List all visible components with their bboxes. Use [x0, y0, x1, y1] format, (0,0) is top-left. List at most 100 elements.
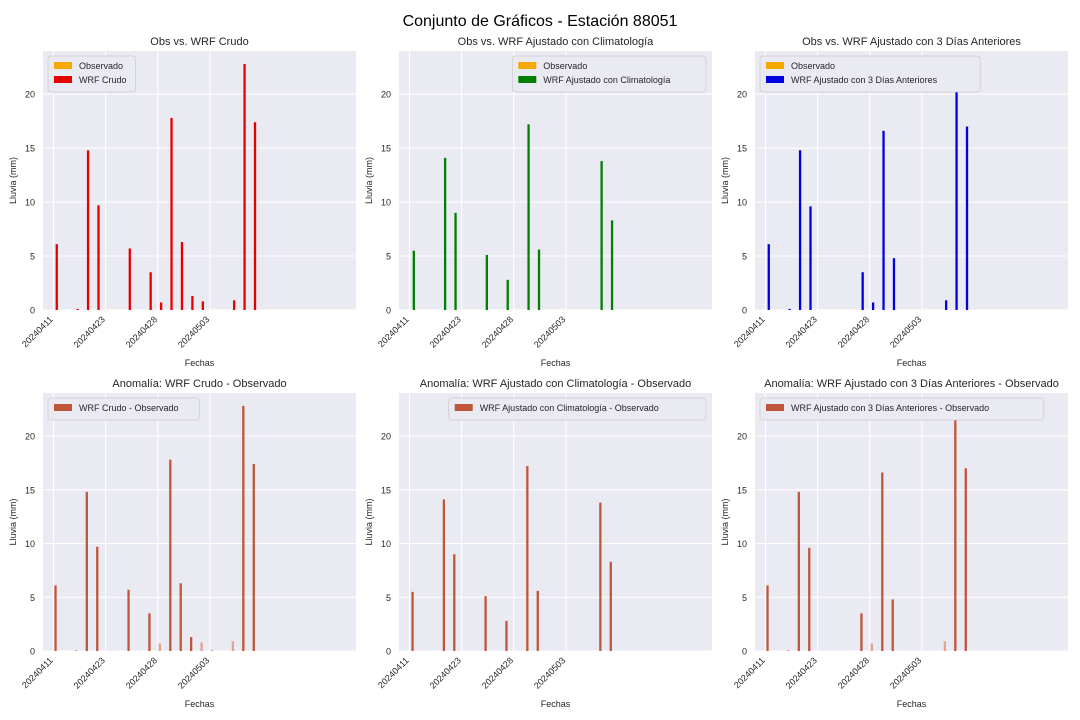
bar: [453, 554, 456, 651]
x-tick-label: 20240411: [376, 655, 411, 690]
bar: [159, 302, 163, 310]
chart-panel-2: 0 5 10 15 20 20240411 20240423 20240428 20240503…: [364, 36, 712, 368]
panel-title: Anomalía: WRF Crudo - Observado: [112, 378, 286, 390]
legend-swatch: [454, 404, 473, 411]
bar: [190, 637, 193, 651]
bar: [149, 272, 152, 310]
x-tick-label: 20240423: [784, 314, 819, 349]
bar: [505, 620, 508, 651]
legend-label: Observado: [79, 61, 123, 71]
bar: [252, 463, 255, 651]
x-tick-label: 20240428: [480, 655, 515, 690]
bar: [96, 546, 99, 651]
legend-swatch: [518, 76, 537, 83]
legend-swatch: [766, 76, 784, 83]
bar: [86, 150, 90, 310]
bar: [788, 308, 791, 310]
bar: [55, 244, 58, 310]
legend: Observado WRF Ajustado con 3 Días Anterio…: [759, 55, 981, 93]
x-tick-label: 20240423: [72, 655, 107, 690]
y-tick-label: 10: [737, 539, 747, 549]
legend-label: WRF Crudo - Observado: [79, 403, 179, 413]
bar: [179, 583, 182, 651]
x-tick-label: 20240503: [888, 655, 923, 690]
chart-panel-1: 0 5 10 15 20 20240411 20240423 20240428 20240503…: [8, 36, 356, 368]
y-axis-label: Lluvia (mm): [364, 157, 374, 204]
chart-panels: 0 5 10 15 20 20240411 20240423 20240428 20240503…: [8, 36, 1068, 709]
legend-box: [448, 397, 707, 421]
bar: [943, 641, 947, 651]
x-tick-label: 20240423: [428, 655, 463, 690]
y-tick-label: 15: [381, 144, 391, 154]
bar: [158, 643, 162, 651]
y-tick-label: 20: [381, 90, 391, 100]
x-tick-label: 20240411: [732, 655, 767, 690]
bar: [506, 279, 509, 310]
bar: [484, 596, 487, 651]
legend-label: Observado: [791, 61, 835, 71]
x-axis-label: Fechas: [897, 699, 927, 709]
bar: [169, 459, 172, 651]
y-tick-label: 0: [386, 647, 391, 657]
bar: [860, 613, 863, 651]
bar: [243, 63, 246, 311]
bar: [253, 122, 257, 310]
x-tick-label: 20240428: [124, 655, 159, 690]
legend-swatch: [54, 76, 72, 83]
bar: [527, 124, 530, 310]
legend-label: WRF Ajustado con 3 Días Anteriores - Obs…: [791, 403, 989, 413]
bar: [798, 150, 802, 310]
x-tick-label: 20240411: [732, 314, 767, 349]
bar: [787, 649, 790, 651]
plot-area: [43, 393, 356, 651]
y-tick-label: 10: [381, 539, 391, 549]
chart-panel-6: 0 5 10 15 20 20240411 20240423 20240428 20240503…: [720, 378, 1068, 709]
plot-area: [755, 393, 1068, 651]
bar: [809, 206, 812, 310]
legend-label: WRF Ajustado con 3 Días Anteriores: [791, 75, 938, 85]
figure-title: Conjunto de Gráficos - Estación 88051: [403, 13, 678, 30]
y-tick-label: 15: [25, 144, 35, 154]
bar: [454, 212, 457, 310]
x-tick-label: 20240503: [176, 314, 211, 349]
chart-panel-5: 0 5 10 15 20 20240411 20240423 20240428 20240503…: [364, 378, 712, 709]
bar: [127, 589, 130, 651]
bar: [191, 295, 194, 310]
legend-swatch: [518, 62, 537, 69]
y-tick-label: 15: [737, 144, 747, 154]
x-axis-label: Fechas: [541, 699, 571, 709]
bar: [797, 491, 800, 651]
bar: [200, 642, 203, 651]
legend: WRF Ajustado con Climatología - Observad…: [448, 397, 707, 421]
bar: [180, 242, 184, 310]
legend-box: [47, 397, 200, 421]
x-axis-label: Fechas: [897, 358, 927, 368]
legend-box: [759, 55, 981, 93]
y-tick-label: 5: [742, 252, 747, 262]
bar: [881, 472, 884, 651]
x-tick-label: 20240503: [176, 655, 211, 690]
bar: [766, 585, 769, 651]
bar: [955, 62, 958, 310]
legend: WRF Ajustado con 3 Días Anteriores - Obs…: [759, 397, 1045, 421]
y-tick-label: 0: [30, 647, 35, 657]
y-tick-label: 0: [386, 306, 391, 316]
legend-swatch: [766, 62, 784, 69]
plot-area: [399, 393, 712, 651]
bar: [526, 466, 529, 651]
legend: Observado WRF Ajustado con Climatología: [511, 55, 707, 93]
y-axis-label: Lluvia (mm): [720, 498, 730, 545]
bar: [210, 649, 214, 651]
bar: [536, 590, 539, 651]
y-tick-label: 15: [737, 485, 747, 495]
bar: [128, 248, 131, 310]
x-tick-label: 20240503: [532, 655, 567, 690]
y-tick-label: 0: [30, 306, 35, 316]
y-tick-label: 20: [25, 432, 35, 442]
bar: [201, 301, 204, 310]
y-tick-label: 0: [742, 647, 747, 657]
bar: [148, 613, 151, 651]
bar: [232, 300, 236, 310]
bar: [871, 302, 875, 310]
